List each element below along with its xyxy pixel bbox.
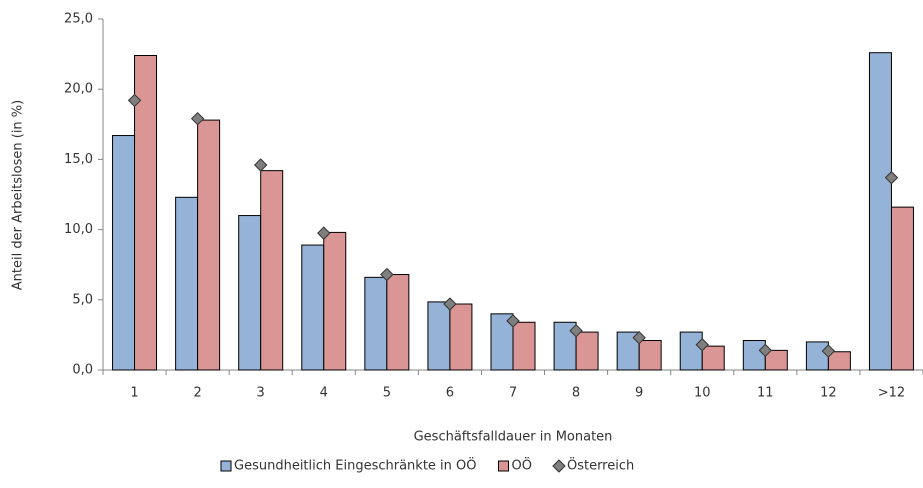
y-tick-label: 20,0 [64,82,93,97]
bar [260,170,284,371]
marker [632,331,646,345]
bar [868,52,892,371]
y-tick-label: 25,0 [64,12,93,27]
x-tick-label: 11 [757,386,774,401]
bar [638,340,662,371]
legend-label: Österreich [567,457,634,474]
marker [443,297,457,311]
bar [449,303,473,371]
bar [238,215,262,371]
bar [827,351,851,371]
bar [175,196,199,371]
bar [701,345,725,371]
bar [742,340,766,371]
bar [364,276,388,371]
marker [506,314,520,328]
bar [386,274,410,371]
x-tick-label: 10 [694,386,711,401]
marker [317,226,331,240]
bar [764,349,788,371]
bar [805,341,829,371]
y-tick-label: 10,0 [64,222,93,237]
x-tick-label: 8 [572,386,580,401]
legend-swatch [498,460,509,472]
y-axis-title: Anteil der Arbeitslosen (in %) [11,100,26,290]
y-tick-label: 0,0 [72,363,93,378]
marker [695,338,709,352]
x-tick-label: >12 [878,386,905,401]
marker [569,323,583,338]
marker [884,170,899,185]
bar [512,321,536,371]
x-tick-label: 4 [320,386,328,401]
x-axis-title: Geschäftsfalldauer in Monaten [414,430,613,445]
legend-label: OÖ [512,457,532,474]
bar [197,119,221,371]
bar [112,135,136,371]
marker [127,93,142,108]
x-tick-label: 2 [193,386,201,401]
y-tick-label: 5,0 [72,292,93,307]
bar [427,301,451,371]
marker [253,158,268,172]
bar [575,331,599,371]
marker [380,267,394,282]
legend-swatch [552,459,566,473]
x-tick-label: 5 [383,386,391,401]
x-tick-label: 12 [820,386,837,401]
x-tick-label: 6 [446,386,454,401]
bar [301,244,325,371]
legend-label: Gesundheitlich Eingeschränkte in OÖ [234,457,477,474]
bar [323,231,347,371]
bar [679,331,703,371]
marker [821,344,836,358]
y-tick-label: 15,0 [64,152,93,167]
bar [134,55,158,371]
x-tick-label: 1 [130,386,138,401]
x-tick-label: 7 [509,386,517,401]
marker [190,111,205,126]
x-tick-label: 3 [257,386,265,401]
x-tick-label: 9 [635,386,643,401]
marker [758,343,773,358]
bar [890,206,914,371]
legend-swatch [220,460,232,472]
